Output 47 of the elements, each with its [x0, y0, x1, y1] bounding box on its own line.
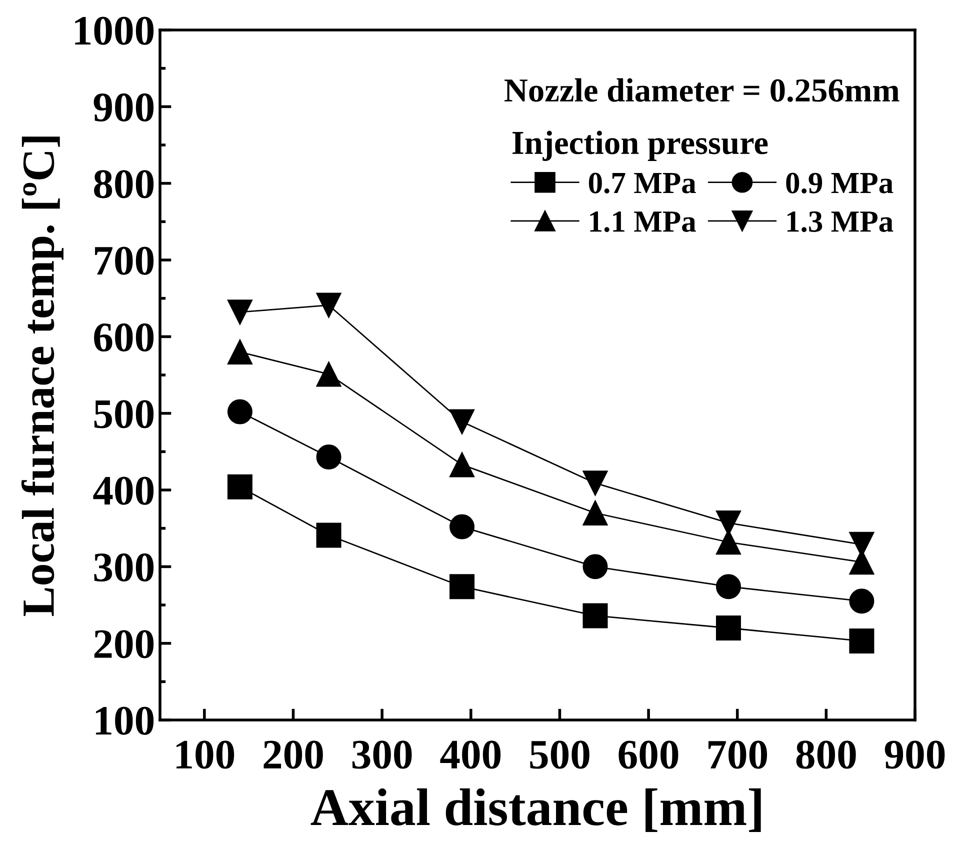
legend-label: 1.3 MPa [787, 211, 894, 232]
y-tick-label: 600 [94, 323, 154, 352]
y-tick-label: 1000 [75, 16, 154, 45]
y-tick-label: 300 [94, 553, 154, 582]
point [582, 500, 608, 526]
legend-title: Injection pressure [512, 130, 768, 161]
point [582, 603, 608, 628]
y-tick-label: 700 [95, 246, 154, 275]
point [227, 399, 252, 424]
point [450, 409, 474, 434]
x-tick-label: 700 [708, 740, 768, 769]
y-tick-label: 200 [94, 630, 154, 658]
point [849, 588, 874, 614]
y-tick-label: 900 [94, 93, 154, 122]
legend-label: 0.9 MPa [786, 172, 894, 194]
annotation: Nozzle diameter = 0.256mm [504, 78, 900, 102]
point [716, 574, 741, 600]
y-tick-label: 100 [96, 706, 154, 735]
y-tick-label: 400 [93, 476, 154, 505]
point [582, 470, 608, 496]
point [227, 340, 252, 364]
point [316, 292, 342, 318]
legend-label: 0.7 MPa [588, 172, 696, 194]
y-tick-label: 800 [94, 170, 154, 198]
point [316, 362, 342, 387]
point [450, 452, 474, 478]
x-tick-label: 500 [530, 740, 590, 769]
x-tick-label: 900 [884, 740, 945, 769]
x-axis-title: Axial distance [mm] [310, 788, 761, 832]
point [582, 554, 608, 580]
point [716, 616, 741, 640]
point [450, 574, 474, 600]
x-tick-label: 400 [440, 740, 501, 769]
y-axis-title: Local furnace temp. [ºC] [21, 136, 64, 616]
y-tick-label: 500 [94, 400, 154, 428]
point [316, 522, 342, 548]
point [450, 514, 474, 540]
x-tick-label: 200 [264, 740, 323, 769]
x-tick-label: 800 [796, 740, 856, 769]
point [227, 474, 252, 500]
point [849, 628, 874, 654]
x-tick-label: 100 [176, 740, 234, 769]
x-tick-label: 600 [618, 740, 678, 769]
legend-label: 1.1 MPa [590, 211, 696, 232]
x-tick-label: 300 [352, 740, 412, 769]
point [316, 444, 342, 470]
point [227, 300, 252, 325]
